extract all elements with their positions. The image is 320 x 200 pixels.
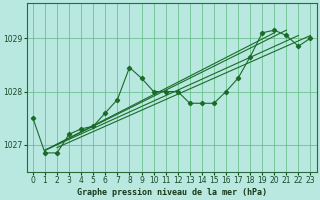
X-axis label: Graphe pression niveau de la mer (hPa): Graphe pression niveau de la mer (hPa) — [77, 188, 267, 197]
